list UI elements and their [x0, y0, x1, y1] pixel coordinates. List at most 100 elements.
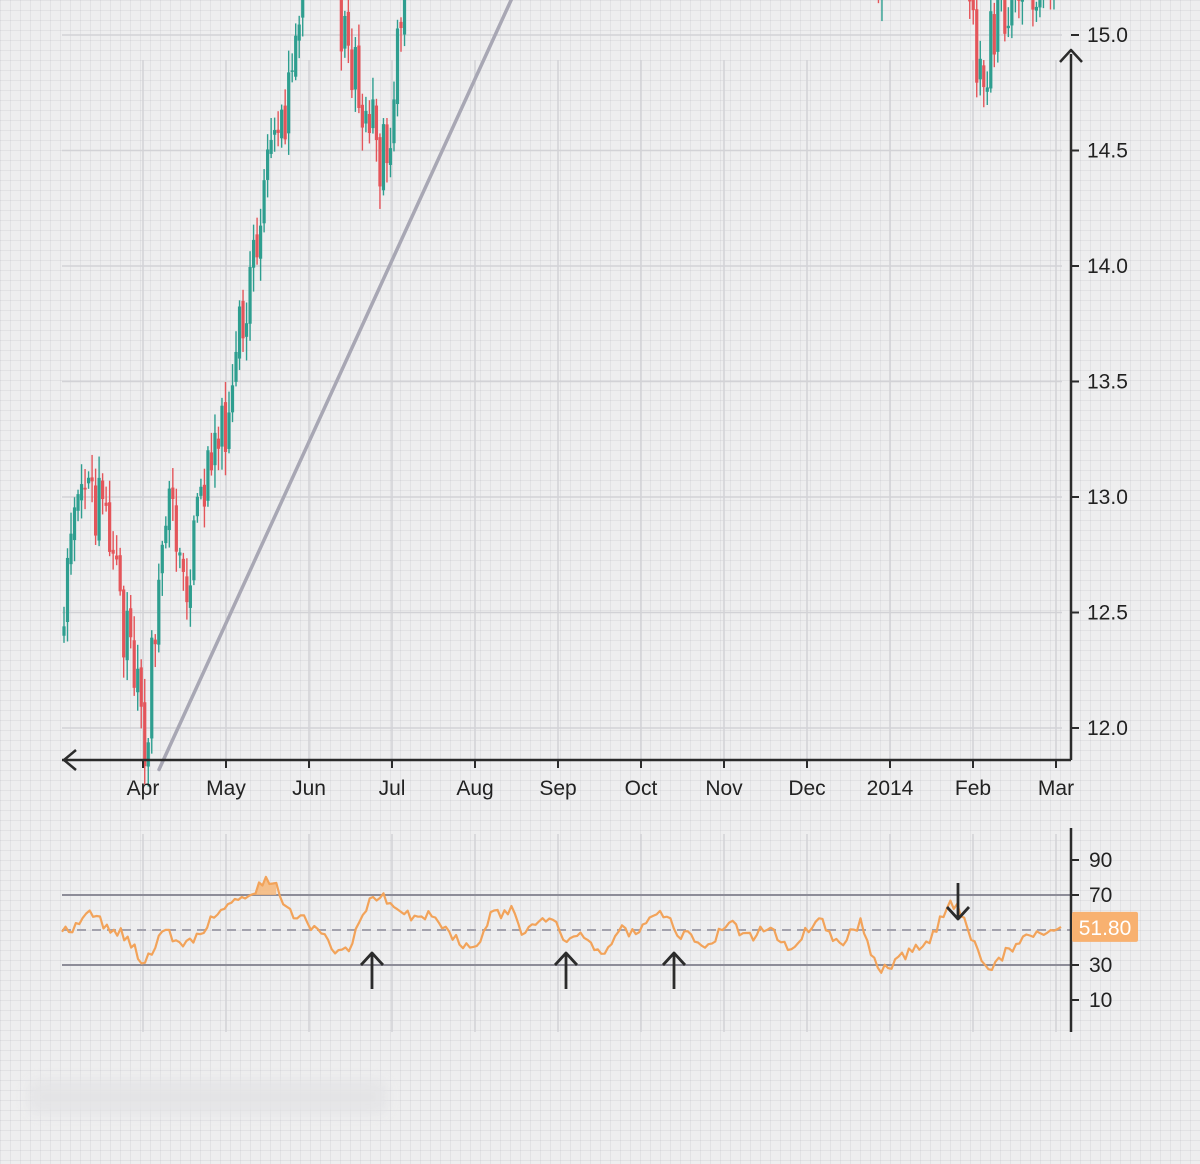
candle-body — [188, 585, 192, 608]
rsi-y-tick-label-70: 70 — [1089, 884, 1112, 907]
candle — [968, 0, 972, 19]
candle — [139, 659, 143, 729]
candle-body — [237, 306, 242, 359]
candle-body — [178, 552, 182, 556]
candle-body — [346, 11, 350, 46]
candle-body — [1006, 25, 1010, 29]
candle — [989, 0, 993, 93]
candle — [244, 302, 249, 361]
x-tick-label-oct: Oct — [625, 777, 658, 800]
candle-body — [136, 668, 140, 693]
candle — [185, 558, 189, 620]
candle — [1006, 7, 1010, 38]
candle — [1038, 0, 1042, 18]
candle-body — [350, 49, 354, 91]
candle-body — [164, 525, 168, 544]
x-tick-label-aug: Aug — [456, 777, 493, 800]
candle — [227, 391, 231, 454]
candle-body — [968, 0, 972, 2]
candle — [132, 616, 136, 696]
candle — [237, 300, 242, 370]
candle-body — [402, 0, 407, 35]
arrow-head — [359, 951, 385, 966]
candle-body — [290, 70, 294, 72]
candle — [86, 471, 91, 489]
candle-body — [269, 139, 273, 154]
candle-body — [132, 640, 136, 688]
rsi-overbought-area — [252, 876, 277, 895]
candle-body — [167, 488, 171, 531]
candle — [273, 117, 277, 152]
candle — [220, 397, 224, 470]
candle-body — [381, 124, 386, 191]
candle — [241, 289, 245, 352]
candle-body — [248, 266, 252, 324]
x-tick-label-nov: Nov — [705, 777, 743, 800]
candle-body — [195, 496, 200, 517]
x-tick-label-jun: Jun — [292, 777, 326, 800]
candle — [199, 478, 203, 500]
x-tick-label-dec: Dec — [788, 777, 825, 800]
y-tick-label-12-0: 12.0 — [1087, 717, 1128, 740]
candle — [234, 331, 238, 387]
candle-body — [171, 487, 175, 500]
candle — [101, 473, 105, 515]
candle — [1003, 0, 1007, 42]
candle-body — [93, 485, 98, 536]
x-axis-arrow-left-icon — [62, 749, 77, 771]
candle — [283, 89, 287, 145]
candle — [1049, 0, 1052, 10]
candle-body — [146, 742, 150, 767]
candle-body — [378, 137, 382, 187]
candle — [76, 489, 80, 522]
trendlines — [157, 0, 514, 772]
candle — [258, 208, 263, 281]
candle — [153, 634, 157, 668]
y-tick-label-14-5: 14.5 — [1087, 140, 1128, 163]
y-axis-arrow-up-icon — [1059, 48, 1083, 63]
candle — [122, 585, 126, 678]
candle — [978, 40, 982, 96]
candle-body — [1034, 6, 1039, 11]
candle-body — [125, 610, 129, 661]
price-panel: Apr May Jun Jul Aug Sep Oct Nov Dec 2014 Feb Mar 12.… — [62, 0, 1128, 800]
candle-body — [143, 702, 147, 767]
rsi-series-line — [61, 875, 1062, 974]
candle — [65, 548, 70, 642]
candle — [339, 0, 343, 71]
candle — [171, 468, 175, 521]
candle — [350, 28, 354, 99]
candle-body — [69, 533, 73, 565]
candle-body — [985, 87, 989, 92]
y-tick-label-13-5: 13.5 — [1087, 371, 1128, 394]
candle-body — [989, 11, 993, 89]
candle — [164, 516, 168, 549]
candle — [125, 592, 129, 681]
candle-body — [97, 477, 101, 541]
blurred-caption-area — [28, 1080, 388, 1114]
candle-body — [234, 351, 238, 382]
rsi-y-tick-label-90: 90 — [1089, 849, 1112, 872]
x-tick-label-jul: Jul — [379, 777, 406, 800]
candle-body — [262, 180, 266, 224]
candle-body — [360, 104, 364, 128]
last-rsi-badge-bg — [1072, 911, 1138, 942]
candle — [360, 93, 364, 151]
candle-body — [266, 149, 270, 180]
candle-body — [62, 626, 66, 636]
signal-arrow-down-feb-icon — [945, 883, 971, 921]
candle-body — [139, 667, 143, 707]
candle-body — [343, 15, 347, 49]
candle-body — [65, 557, 70, 623]
candle-body — [1020, 0, 1024, 2]
candle-body — [255, 234, 259, 258]
candle — [992, 2, 996, 68]
candle-body — [153, 639, 157, 645]
candle — [167, 480, 171, 548]
y-tick-label-15-0: 15.0 — [1087, 24, 1128, 47]
candle — [160, 540, 164, 596]
candle — [174, 488, 178, 572]
candle — [72, 497, 77, 562]
candle — [146, 737, 150, 787]
candle-body — [1010, 0, 1014, 26]
